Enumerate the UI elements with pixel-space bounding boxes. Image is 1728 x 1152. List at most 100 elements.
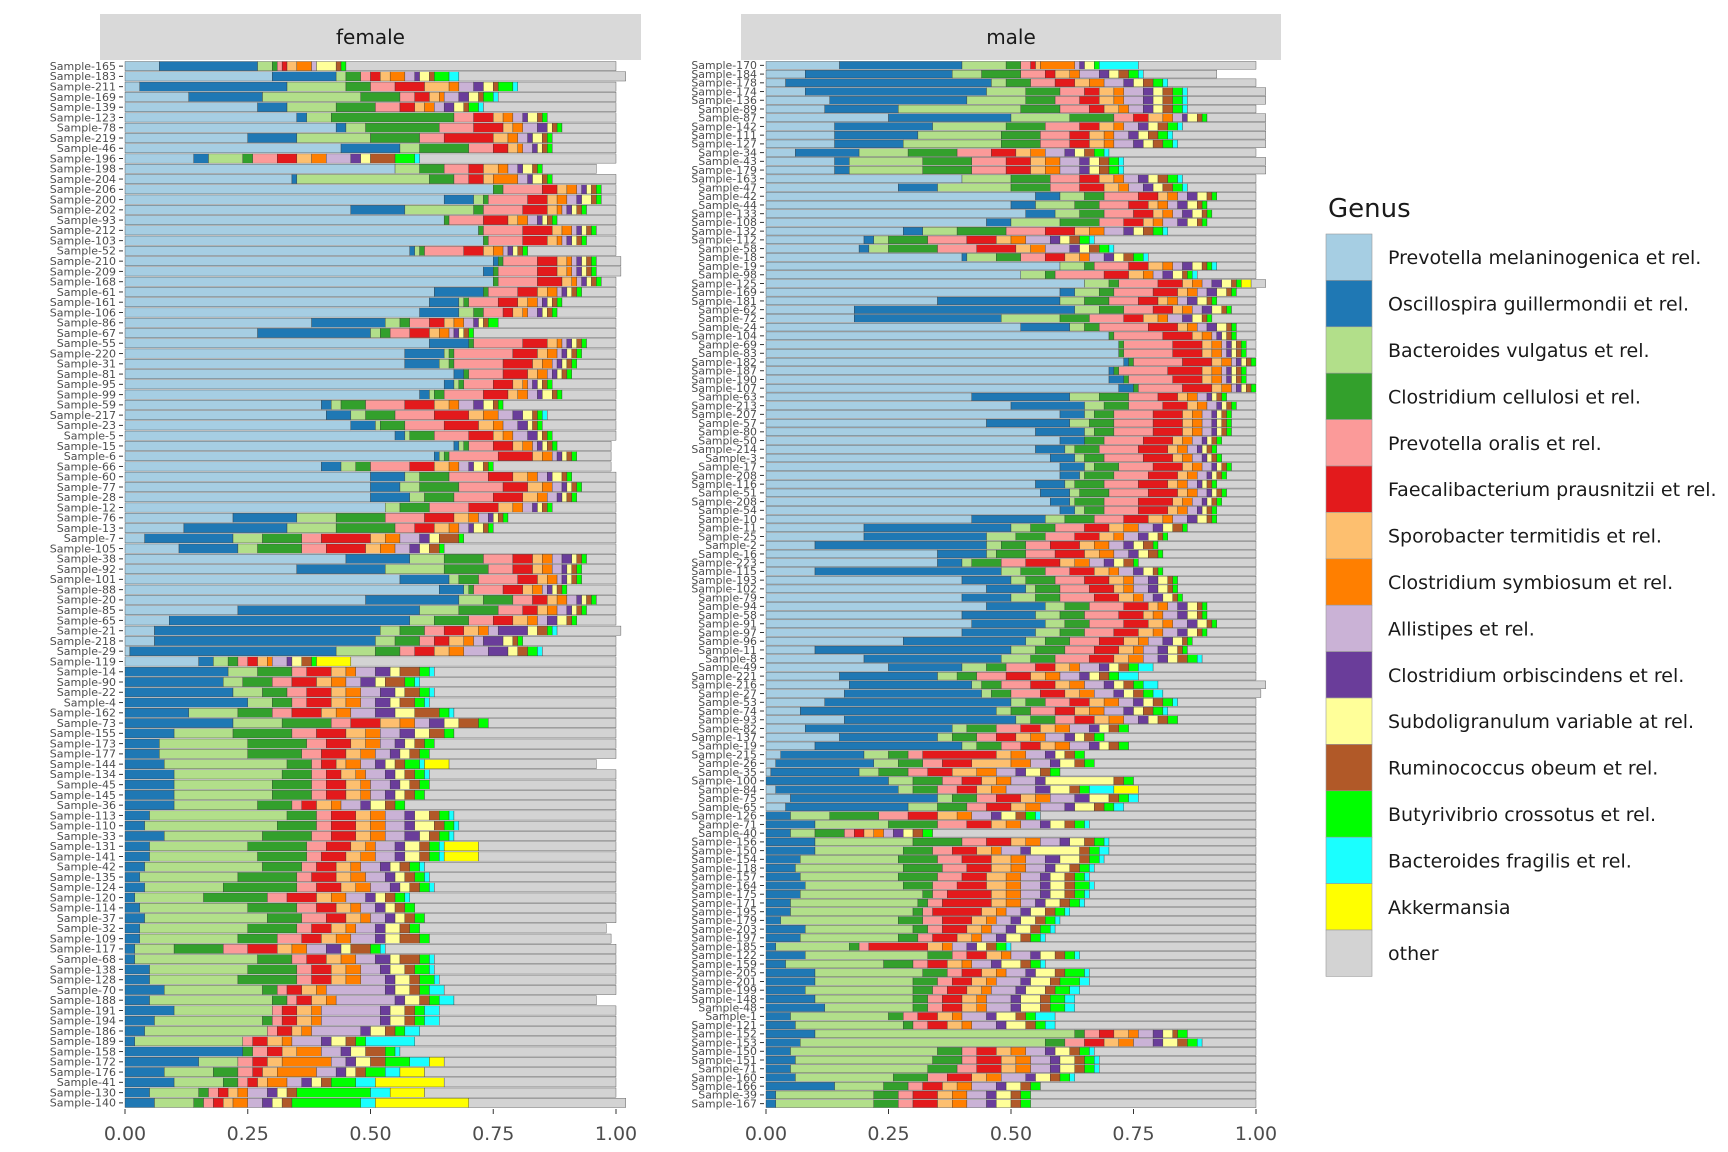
y-tick-label: Sample-62 <box>698 303 757 316</box>
bar-segment <box>1211 392 1217 402</box>
x-tick-label: 0.75 <box>1112 1123 1154 1145</box>
bar-segment <box>596 194 602 205</box>
bar-segment <box>124 1005 175 1016</box>
bar-segment <box>463 317 474 328</box>
bar-segment <box>596 276 602 287</box>
bar-segment <box>527 625 538 636</box>
bar-segment <box>1001 541 1026 550</box>
bar-row <box>765 139 1266 148</box>
bar-segment <box>586 276 592 287</box>
bar-segment <box>311 153 327 164</box>
bar-row <box>765 820 1257 829</box>
bar-segment <box>1054 986 1070 995</box>
bar-segment <box>419 831 430 841</box>
bar-segment <box>966 235 997 244</box>
y-tick-label: Sample-71 <box>698 1063 757 1076</box>
bar-segment <box>1123 619 1149 628</box>
bar-segment <box>542 502 548 513</box>
bar-segment <box>834 157 850 166</box>
bar-segment <box>385 1046 396 1057</box>
bar-segment <box>468 615 494 626</box>
bar-segment <box>1182 122 1266 131</box>
bar-row <box>124 153 617 164</box>
bar-segment <box>551 482 563 492</box>
bar-segment <box>996 907 1007 916</box>
bar-segment <box>522 112 528 123</box>
bar-row <box>765 445 1257 454</box>
bar-segment <box>1113 288 1154 297</box>
bar-segment <box>765 593 963 602</box>
bar-segment <box>1211 506 1217 515</box>
bar-segment <box>443 841 479 852</box>
y-tick-label: Sample-207 <box>691 408 757 421</box>
bar-segment <box>576 225 582 236</box>
y-tick-label: Sample-32 <box>57 922 116 935</box>
bar-segment <box>301 913 327 923</box>
legend-label: Allistipes et rel. <box>1388 618 1535 640</box>
bar-segment <box>561 482 568 492</box>
bar-segment <box>1050 872 1066 881</box>
bar-segment <box>468 523 474 533</box>
bar-segment <box>1182 270 1188 279</box>
bar-segment <box>1231 418 1257 428</box>
bar-segment <box>281 1015 298 1026</box>
bar-segment <box>1025 1021 1036 1030</box>
bar-segment <box>947 968 963 977</box>
bar-segment <box>1167 192 1178 201</box>
bar-segment <box>1045 148 1066 157</box>
bar-segment <box>1113 87 1124 96</box>
bar-segment <box>1177 698 1257 707</box>
bar-segment <box>1005 933 1021 942</box>
bar-segment <box>277 985 288 995</box>
bar-row <box>124 677 617 687</box>
bar-segment <box>414 102 425 112</box>
bar-segment <box>1172 113 1183 122</box>
bar-segment <box>478 102 484 112</box>
bar-segment <box>1010 401 1085 410</box>
bar-segment <box>345 964 361 975</box>
bar-segment <box>1162 523 1173 532</box>
bar-segment <box>1138 523 1154 532</box>
bar-segment <box>291 944 307 954</box>
bar-segment <box>380 687 396 698</box>
bar-segment <box>399 666 420 677</box>
bar-segment <box>1059 87 1085 96</box>
bar-segment <box>124 441 455 451</box>
bar-segment <box>1089 968 1257 977</box>
bar-segment <box>365 738 381 749</box>
y-tick-label: Sample-19 <box>698 260 757 273</box>
bar-segment <box>370 1087 391 1098</box>
bar-segment <box>296 964 312 975</box>
bar-segment <box>1123 78 1134 87</box>
bar-segment <box>1118 567 1134 576</box>
bar-segment <box>790 829 816 838</box>
bar-segment <box>286 102 337 112</box>
bar-segment <box>790 811 830 820</box>
bar-segment <box>547 492 558 503</box>
bar-segment <box>1020 61 1031 70</box>
bar-segment <box>493 615 514 626</box>
bar-segment <box>1152 663 1257 672</box>
bar-segment <box>448 523 460 533</box>
bar-segment <box>404 810 415 821</box>
bar-segment <box>468 174 484 184</box>
bar-segment <box>1216 436 1222 445</box>
bar-segment <box>1133 357 1183 367</box>
y-tick-label: Sample-205 <box>691 967 757 980</box>
bar-segment <box>370 81 396 92</box>
bar-segment <box>149 974 239 985</box>
bar-segment <box>765 942 776 951</box>
bar-segment <box>1069 698 1090 707</box>
bar-segment <box>232 533 263 544</box>
bar-segment <box>1118 1038 1134 1047</box>
bar-segment <box>1108 148 1257 157</box>
bar-segment <box>389 954 401 964</box>
bar-segment <box>1040 488 1070 497</box>
bar-segment <box>124 430 396 441</box>
bar-segment <box>497 605 523 615</box>
bar-segment <box>458 482 504 492</box>
bar-segment <box>517 143 523 154</box>
bar-segment <box>1143 314 1159 323</box>
bar-segment <box>360 1026 371 1036</box>
bar-segment <box>1192 261 1203 271</box>
